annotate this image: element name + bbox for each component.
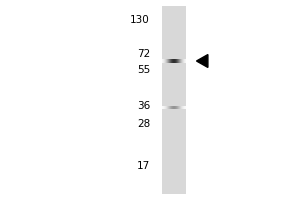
FancyBboxPatch shape bbox=[162, 6, 186, 194]
Text: 72: 72 bbox=[137, 49, 150, 59]
Text: 17: 17 bbox=[137, 161, 150, 171]
Text: 55: 55 bbox=[137, 65, 150, 75]
Text: 36: 36 bbox=[137, 101, 150, 111]
Polygon shape bbox=[196, 55, 208, 67]
Text: 130: 130 bbox=[130, 15, 150, 25]
Text: 28: 28 bbox=[137, 119, 150, 129]
